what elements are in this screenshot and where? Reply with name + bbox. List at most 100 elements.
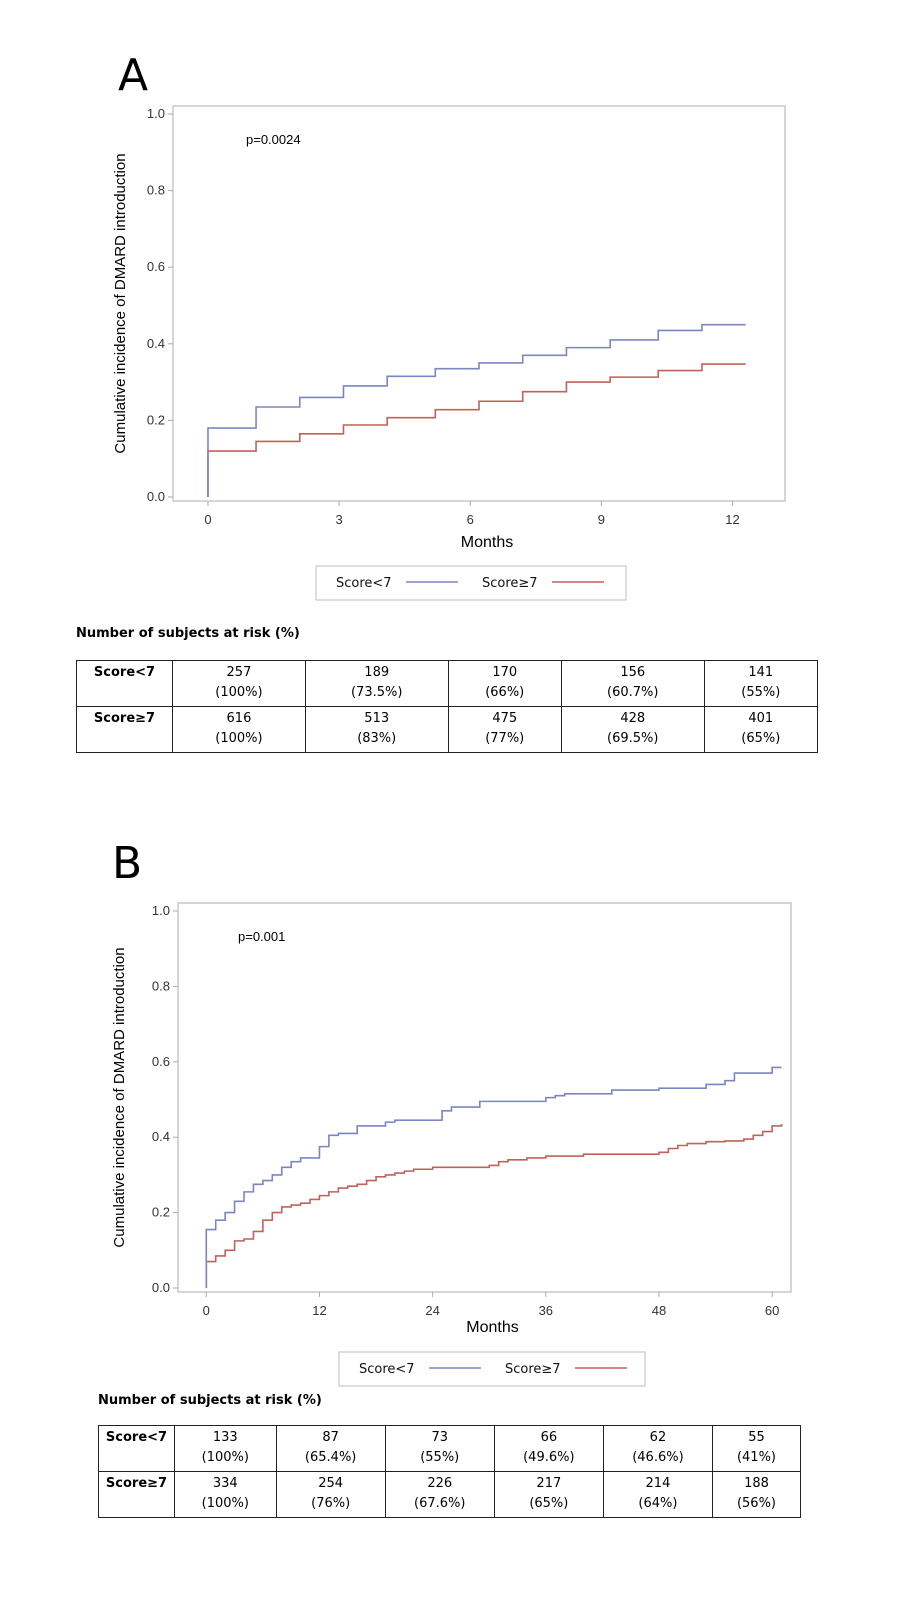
risk-count: 170 [492, 665, 518, 680]
y-tick-label: 1.0 [152, 903, 170, 918]
risk-count: 254 [318, 1476, 344, 1491]
chart-a: 0.0 0.2 0.4 0.6 0.8 1.0 0 3 6 9 12 Months Cumulative… [112, 105, 786, 601]
risk-cell: 257 (100%) [172, 660, 306, 707]
y-tick-label: 0.6 [152, 1054, 170, 1069]
risk-count: 73 [431, 1430, 449, 1445]
y-tick-label: 0.8 [147, 183, 165, 198]
risk-percent: (100%) [215, 685, 263, 700]
risk-percent: (65%) [741, 731, 781, 746]
plot-frame [177, 902, 792, 1293]
legend-box [315, 565, 627, 601]
series-line-score-lt-7 [205, 1066, 782, 1288]
risk-count: 217 [536, 1476, 562, 1491]
legend-box [338, 1351, 646, 1387]
risk-cell: 133 (100%) [174, 1425, 277, 1472]
risk-cell: 428 (69.5%) [560, 706, 705, 753]
y-tick-label: 0.6 [147, 259, 165, 274]
risk-table-title-b: Number of subjects at risk (%) [98, 1393, 322, 1408]
risk-table-row: Score<7 133 (100%) 87 (65.4%) 73 (55%) 66 (49.6%… [98, 1425, 801, 1472]
x-tick-label: 0 [203, 1303, 210, 1318]
risk-count: 188 [744, 1476, 769, 1491]
risk-cell: 66 (49.6%) [493, 1425, 604, 1472]
risk-count: 257 [226, 665, 252, 680]
y-tick-label: 0.2 [147, 412, 165, 427]
legend-label: Score≥7 [482, 576, 538, 591]
risk-row-label: Score<7 [98, 1425, 175, 1472]
risk-percent: (46.6%) [632, 1450, 684, 1465]
risk-count: 66 [540, 1430, 558, 1445]
risk-percent: (60.7%) [607, 685, 659, 700]
x-tick-label: 60 [765, 1303, 779, 1318]
risk-percent: (66%) [485, 685, 525, 700]
risk-percent: (100%) [215, 731, 263, 746]
risk-percent: (73.5%) [350, 685, 403, 700]
risk-cell: 214 (64%) [602, 1471, 714, 1518]
y-tick-label: 0.0 [147, 489, 165, 504]
risk-cell: 62 (46.6%) [602, 1425, 714, 1472]
risk-count: 334 [212, 1476, 238, 1491]
x-tick-label: 9 [598, 512, 605, 527]
x-tick-label: 0 [204, 512, 211, 527]
series-line-score-ge-7 [207, 363, 746, 497]
risk-cell: 87 (65.4%) [275, 1425, 386, 1472]
risk-table-row: Score≥7 616 (100%) 513 (83%) 475 (77%) 428 (69.5… [76, 706, 819, 753]
risk-percent: (65%) [529, 1496, 569, 1511]
x-tick-label: 3 [335, 512, 342, 527]
risk-count: 475 [492, 711, 518, 726]
risk-count: 226 [427, 1476, 453, 1491]
y-tick-label: 0.4 [147, 336, 165, 351]
risk-cell: 156 (60.7%) [560, 660, 705, 707]
x-axis-title: Months [466, 1319, 518, 1336]
chart-b: 0.0 0.2 0.4 0.6 0.8 1.0 0 12 24 36 48 60 Months Cumul… [111, 902, 792, 1387]
risk-cell: 616 (100%) [172, 706, 306, 753]
y-axis-title: Cumulative incidence of DMARD introducti… [111, 947, 128, 1247]
risk-table-title-a: Number of subjects at risk (%) [76, 626, 300, 641]
risk-row-label: Score≥7 [98, 1471, 175, 1518]
risk-count: 156 [620, 665, 646, 680]
risk-table-row: Score≥7 334 (100%) 254 (76%) 226 (67.6%) 217 (65… [98, 1471, 801, 1518]
panel-letter-a: A [118, 50, 149, 101]
panel-letter-b: B [112, 838, 143, 889]
y-tick-label: 0.4 [152, 1129, 170, 1144]
p-value-annotation: p=0.001 [238, 929, 285, 944]
risk-cell: 73 (55%) [384, 1425, 495, 1472]
risk-cell: 188 (56%) [712, 1471, 801, 1518]
x-tick-label: 36 [539, 1303, 553, 1318]
risk-percent: (76%) [311, 1496, 351, 1511]
risk-table-b: Score<7 133 (100%) 87 (65.4%) 73 (55%) 66 (49.6%… [98, 1425, 801, 1518]
x-tick-label: 12 [312, 1303, 326, 1318]
y-axis-title: Cumulative incidence of DMARD introducti… [112, 153, 129, 453]
risk-cell: 226 (67.6%) [384, 1471, 495, 1518]
legend-label: Score<7 [359, 1362, 415, 1377]
x-tick-label: 12 [725, 512, 739, 527]
risk-cell: 334 (100%) [174, 1471, 277, 1518]
plot-frame [172, 105, 786, 502]
risk-count: 513 [364, 711, 390, 726]
risk-percent: (65.4%) [304, 1450, 357, 1465]
legend-label: Score<7 [336, 576, 392, 591]
y-tick-label: 0.8 [152, 978, 170, 993]
risk-percent: (49.6%) [523, 1450, 575, 1465]
risk-count: 189 [364, 665, 390, 680]
risk-count: 214 [645, 1476, 671, 1491]
risk-percent: (83%) [357, 731, 397, 746]
series-line-score-ge-7 [205, 1124, 783, 1288]
series-line-score-lt-7 [207, 323, 746, 497]
risk-table-row: Score<7 257 (100%) 189 (73.5%) 170 (66%) 156 (60… [76, 660, 819, 707]
risk-percent: (55%) [741, 685, 781, 700]
risk-percent: (64%) [638, 1496, 678, 1511]
risk-table-a: Score<7 257 (100%) 189 (73.5%) 170 (66%) 156 (60… [76, 660, 819, 753]
risk-count: 133 [212, 1430, 238, 1445]
risk-row-label: Score≥7 [76, 706, 173, 753]
y-tick-label: 0.2 [152, 1205, 170, 1220]
risk-count: 55 [748, 1430, 765, 1445]
risk-percent: (69.5%) [607, 731, 659, 746]
y-tick-label: 0.0 [152, 1280, 170, 1295]
risk-count: 616 [226, 711, 252, 726]
y-tick-label: 1.0 [147, 106, 165, 121]
risk-cell: 170 (66%) [447, 660, 562, 707]
risk-percent: (55%) [420, 1450, 460, 1465]
risk-percent: (41%) [736, 1450, 777, 1465]
risk-cell: 55 (41%) [712, 1425, 801, 1472]
risk-count: 62 [649, 1430, 667, 1445]
